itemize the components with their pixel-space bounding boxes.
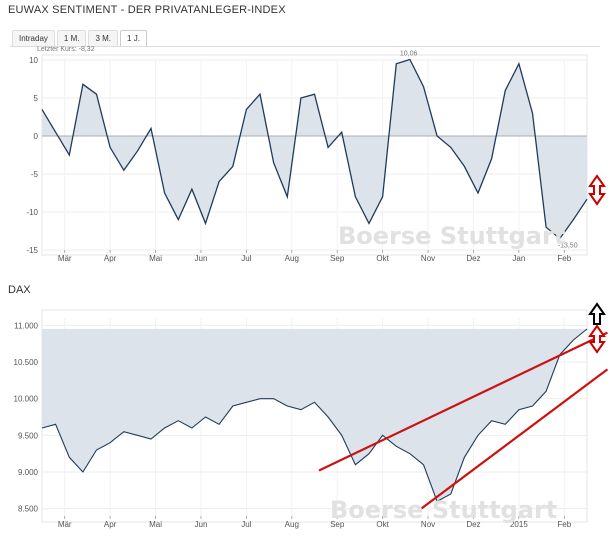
tab-1-year[interactable]: 1 J.	[120, 30, 147, 46]
x-tick-label: Apr	[104, 520, 117, 529]
x-tick-label: Jul	[241, 520, 251, 529]
x-tick-label: Feb	[557, 254, 571, 263]
y-tick-label: 0	[34, 132, 39, 141]
dax-chart-title: DAX	[8, 284, 31, 296]
boerse-stuttgart-watermark: Boerse Stuttgart	[338, 222, 565, 250]
x-tick-label: Nov	[421, 254, 435, 263]
x-tick-label: Mai	[149, 520, 162, 529]
x-tick-label: Feb	[557, 520, 571, 529]
sentiment-y-ticks: 10 5 0 -5 -10 -15	[26, 56, 38, 255]
tab-1-month[interactable]: 1 M.	[56, 30, 87, 46]
sentiment-chart: 10 5 0 -5 -10 -15 Mär Apr Mai Jun Jul Aug Sep Okt Nov…	[26, 46, 588, 263]
x-tick-label: Okt	[376, 254, 389, 263]
tab-intraday[interactable]: Intraday	[12, 30, 55, 46]
x-tick-label: Mär	[58, 254, 72, 263]
y-tick-label: -15	[26, 246, 38, 255]
y-tick-label: 10.000	[14, 395, 39, 404]
dax-trend-lines	[318, 331, 609, 510]
x-tick-label: Dez	[466, 254, 480, 263]
x-tick-label: Okt	[376, 520, 389, 529]
dax-red-double-arrow-icon	[588, 324, 606, 354]
y-tick-label: -10	[26, 208, 38, 217]
y-tick-label: 9.000	[18, 468, 39, 477]
timeframe-tabs: Intraday 1 M. 3 M. 1 J.	[12, 30, 149, 46]
y-tick-label: -5	[31, 170, 39, 179]
x-tick-label: Dez	[466, 520, 480, 529]
x-tick-label: Jul	[241, 254, 251, 263]
max-value-label: 10,06	[400, 51, 418, 58]
x-tick-label: Mär	[58, 520, 72, 529]
dax-chart: 11.000 10.500 10.000 9.500 9.000 8.500 Mär Apr…	[14, 309, 609, 529]
min-value-label: -13,50	[558, 243, 578, 250]
x-tick-label: Aug	[285, 520, 299, 529]
y-tick-label: 11.000	[14, 321, 38, 330]
tab-divider	[10, 46, 600, 47]
x-tick-label: 2015	[510, 520, 528, 529]
dax-boerse-stuttgart-watermark: Boerse Stuttgart	[330, 496, 557, 524]
y-tick-label: 10.500	[14, 358, 39, 367]
x-tick-label: Sep	[330, 254, 345, 263]
x-tick-label: Jun	[195, 254, 208, 263]
y-tick-label: 9.500	[18, 431, 39, 440]
x-tick-label: Apr	[104, 254, 117, 263]
trend-line-2	[420, 368, 609, 510]
y-tick-label: 10	[29, 56, 38, 65]
sentiment-fill-area	[42, 59, 587, 239]
x-tick-label: Sep	[330, 520, 345, 529]
x-tick-label: Jan	[512, 254, 525, 263]
dax-black-up-arrow-icon	[588, 302, 606, 325]
dax-fill-area	[42, 329, 587, 502]
sentiment-series-line	[41, 58, 588, 240]
page-title: EUWAX SENTIMENT - DER PRIVATANLEGER-INDE…	[8, 4, 286, 16]
y-tick-label: 8.500	[18, 505, 39, 514]
dax-series-line	[41, 328, 588, 503]
sentiment-x-ticks: Mär Apr Mai Jun Jul Aug Sep Okt Nov Dez Jan Feb	[58, 250, 572, 263]
sentiment-red-double-arrow-icon	[588, 174, 606, 206]
last-price-label: Letzter Kurs: -8,32	[37, 46, 95, 53]
tab-3-months[interactable]: 3 M.	[88, 30, 119, 46]
x-tick-label: Nov	[421, 520, 435, 529]
x-tick-label: Jun	[195, 520, 208, 529]
dax-x-ticks: Mär Apr Mai Jun Jul Aug Sep Okt Nov Dez 2015 Feb	[58, 516, 572, 529]
x-tick-label: Mai	[149, 254, 162, 263]
y-tick-label: 5	[34, 94, 39, 103]
x-tick-label: Aug	[285, 254, 299, 263]
dax-y-ticks: 11.000 10.500 10.000 9.500 9.000 8.500	[14, 321, 39, 513]
trend-line-1	[318, 331, 608, 472]
